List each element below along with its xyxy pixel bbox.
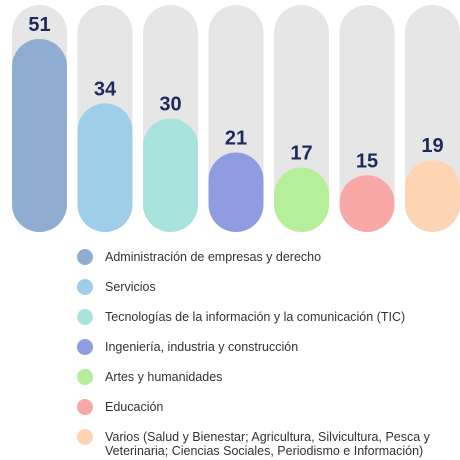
bar: [12, 39, 67, 232]
value-label: 15: [356, 150, 378, 172]
bar: [143, 118, 198, 232]
value-label: 34: [94, 78, 117, 100]
bar-track: [339, 5, 395, 232]
value-label: 19: [421, 135, 443, 157]
legend-label: Ingeniería, industria y construcción: [105, 340, 299, 354]
legend-swatch: [77, 339, 93, 355]
legend-swatch: [77, 429, 93, 445]
value-label: 30: [159, 94, 181, 116]
value-label: 51: [28, 14, 50, 36]
legend-swatch: [77, 249, 93, 265]
value-label: 17: [290, 143, 312, 165]
legend-label: Tecnologías de la información y la comun…: [105, 310, 406, 324]
bar: [405, 160, 460, 232]
legend-swatch: [77, 309, 93, 325]
bar: [339, 175, 395, 232]
legend-label: Educación: [105, 400, 164, 414]
value-label: 21: [225, 128, 247, 150]
chart: 51 34 30 21 17 15 19: [12, 5, 460, 232]
legend-swatch: [77, 279, 93, 295]
bar: [274, 167, 329, 232]
legend-label: Servicios: [105, 280, 156, 294]
legend-label: Artes y humanidades: [105, 370, 223, 384]
legend-swatch: [77, 399, 93, 415]
legend-label: Varios (Salud y Bienestar; Agricultura, …: [105, 430, 430, 458]
bar: [208, 152, 264, 232]
bar: [77, 103, 133, 232]
legend-swatch: [77, 369, 93, 385]
legend-label: Administración de empresas y derecho: [105, 250, 322, 264]
